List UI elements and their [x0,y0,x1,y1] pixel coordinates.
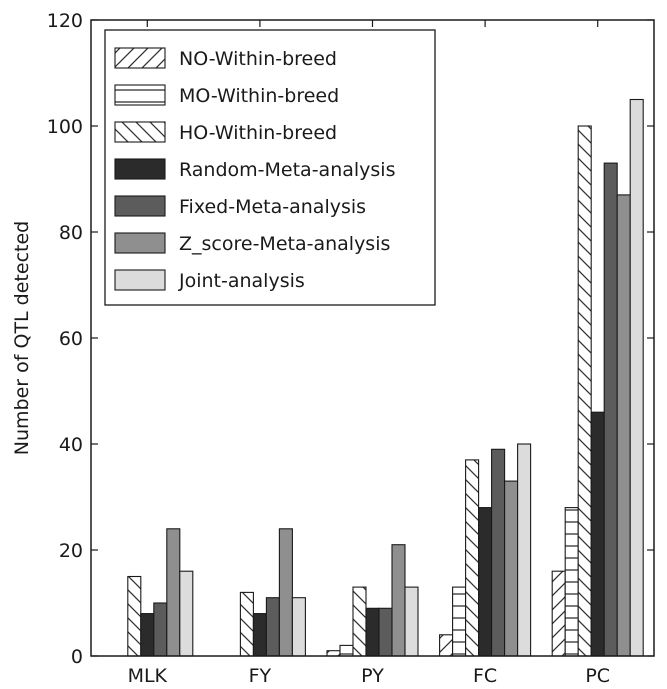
bar-joint-analysis-py [404,586,419,657]
bar-random-meta-analysis-mlk [140,613,155,657]
x-tick-label: FC [473,665,497,685]
bar-z-score-meta-analysis-fy [278,528,293,657]
legend-swatch [114,232,166,254]
bar-fixed-meta-analysis-py [378,607,393,657]
bar-joint-analysis-fy [291,597,306,657]
bar-ho-within-breed-py [352,586,367,657]
bar-no-within-breed-py [326,650,341,657]
x-tick-label: PY [361,665,384,685]
bar-random-meta-analysis-py [365,607,380,657]
bar-fixed-meta-analysis-fy [265,597,280,657]
bar-ho-within-breed-pc [577,125,592,657]
y-tick-label: 80 [59,222,83,244]
bar-z-score-meta-analysis-mlk [166,528,181,657]
y-tick-label: 120 [47,10,83,32]
legend-label: Fixed-Meta-analysis [179,196,366,218]
bar-random-meta-analysis-fc [478,507,493,657]
plot-frame [90,19,655,657]
legend-label: Z_score-Meta-analysis [179,233,390,255]
legend-label: MO-Within-breed [179,85,339,107]
y-tick-label: 40 [59,434,83,456]
bar-mo-within-breed-fc [452,586,467,657]
y-tick-label: 60 [59,328,83,350]
bar-fixed-meta-analysis-mlk [153,602,168,657]
y-tick-label: 0 [71,646,83,668]
y-tick-label: 20 [59,540,83,562]
legend-swatch [114,84,166,106]
x-tick-label: MLK [128,665,168,685]
legend-label: NO-Within-breed [179,48,337,70]
bar-mo-within-breed-pc [564,507,579,657]
bar-random-meta-analysis-fy [252,613,267,657]
legend-swatch [114,195,166,217]
legend-swatch [114,47,166,69]
legend: NO-Within-breed MO-Within-breed HO-Within-… [104,29,436,306]
legend-swatch [114,121,166,143]
bar-z-score-meta-analysis-py [391,544,406,657]
legend-label: HO-Within-breed [179,122,337,144]
bar-joint-analysis-fc [517,443,532,657]
bar-ho-within-breed-fc [465,459,480,657]
bar-random-meta-analysis-pc [590,411,605,657]
bar-no-within-breed-fc [439,634,454,657]
legend-label: Random-Meta-analysis [179,159,395,181]
bar-joint-analysis-pc [629,98,644,657]
legend-swatch [114,158,166,180]
legend-label: Joint-analysis [178,270,305,292]
bar-ho-within-breed-mlk [127,575,142,657]
x-tick-label: FY [249,665,272,685]
bar-joint-analysis-mlk [179,570,194,657]
bar-z-score-meta-analysis-fc [504,480,519,657]
bar-mo-within-breed-py [339,644,354,657]
bar-ho-within-breed-fy [239,591,254,657]
bar-fixed-meta-analysis-fc [491,448,506,657]
bar-z-score-meta-analysis-pc [616,194,631,657]
y-axis-title: Number of QTL detected [11,221,33,455]
bar-no-within-breed-pc [551,570,566,657]
y-tick-label: 100 [47,116,83,138]
legend-swatch [114,269,166,291]
x-tick-label: PC [585,665,610,685]
bar-fixed-meta-analysis-pc [603,162,618,657]
x-axis-ticks: MLK FY PY FC PC [128,20,610,687]
